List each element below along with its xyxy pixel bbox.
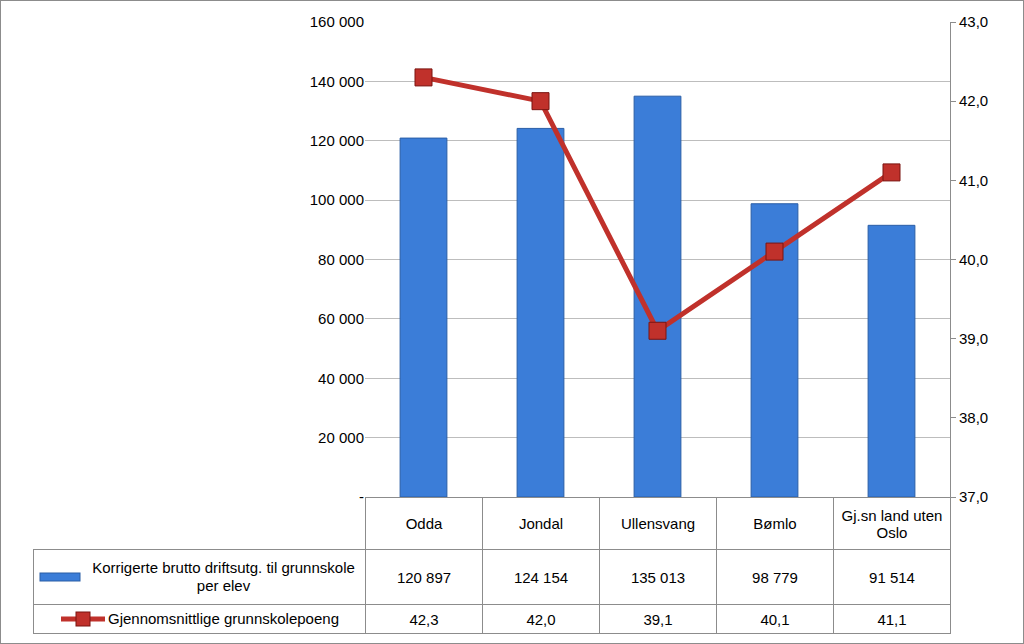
html-text:42,3: 42,3 [409,610,439,628]
html-text:Odda: Odda [405,515,443,532]
svg-text:60 000: 60 000 [318,310,364,327]
svg-text:140 000: 140 000 [310,73,364,90]
html-text:Gjennomsnittlige grunnskolepoe: Gjennomsnittlige grunnskolepoeng [108,610,339,627]
svg-text:100 000: 100 000 [310,191,364,208]
html-text:124 154: 124 154 [513,568,569,586]
svg-text:40,0: 40,0 [959,251,988,268]
svg-text:39,0: 39,0 [959,330,988,347]
html-text:39,1: 39,1 [643,610,673,628]
svg-text:80 000: 80 000 [318,251,364,268]
html-text:Jondal: Jondal [518,515,564,532]
svg-text:160 000: 160 000 [310,13,364,30]
html-text:120 897: 120 897 [396,568,452,586]
html-text:91 514: 91 514 [869,568,915,586]
svg-text:38,0: 38,0 [959,409,988,426]
svg-text:43,0: 43,0 [959,13,988,30]
svg-text:40 000: 40 000 [318,370,364,387]
svg-text:41,0: 41,0 [959,172,988,189]
html-text:Gj.sn land uten Oslo: Gj.sn land uten Oslo [841,506,943,541]
html-text:40,1: 40,1 [760,610,790,628]
svg-text:42,0: 42,0 [959,92,988,109]
html-text:135 013: 135 013 [630,568,686,586]
html-text:98 779: 98 779 [752,568,798,586]
svg-text:37,0: 37,0 [959,488,988,505]
svg-text:20 000: 20 000 [318,429,364,446]
html-text:41,1: 41,1 [877,610,907,628]
html-text:Ullensvang: Ullensvang [620,515,696,532]
svg-text:120 000: 120 000 [310,132,364,149]
html-text:42,0: 42,0 [526,610,556,628]
html-text:Korrigerte brutto driftsutg. t: Korrigerte brutto driftsutg. til grunnsk… [92,559,355,594]
html-text:Bømlo: Bømlo [753,515,797,532]
